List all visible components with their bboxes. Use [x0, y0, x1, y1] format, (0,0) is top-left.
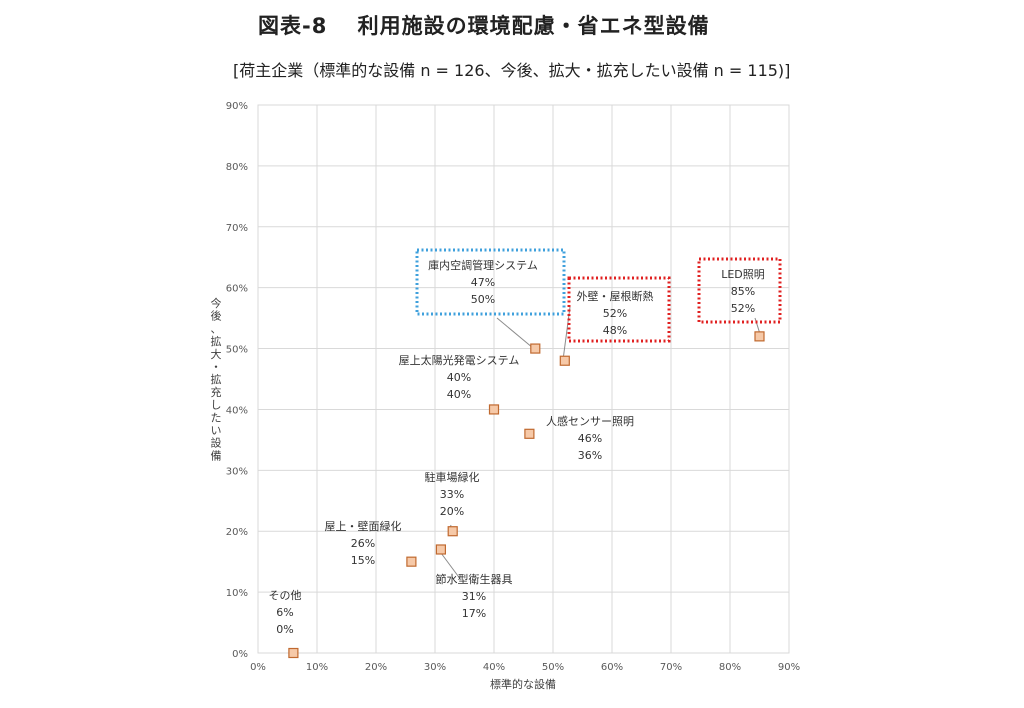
y-tick-label: 20%	[226, 527, 248, 538]
y-tick-labels: 0% 10% 20% 30% 40% 50% 60% 70% 80% 90%	[226, 101, 248, 660]
y-tick-label: 10%	[226, 588, 248, 599]
x-tick-label: 60%	[601, 662, 623, 673]
y-tick-label: 80%	[226, 162, 248, 173]
x-tick-label: 20%	[365, 662, 387, 673]
data-point-marker	[530, 343, 541, 354]
point-y-value-label: 0%	[276, 623, 293, 636]
point-name-label: LED照明	[721, 268, 765, 281]
point-y-value-label: 40%	[447, 388, 471, 401]
gridlines	[257, 104, 790, 654]
x-tick-label: 10%	[306, 662, 328, 673]
y-tick-label: 40%	[226, 405, 248, 416]
point-name-label: 庫内空調管理システム	[428, 258, 538, 272]
point-x-value-label: 52%	[603, 307, 627, 320]
highlight-box	[697, 257, 782, 324]
point-x-value-label: 26%	[351, 537, 375, 550]
data-labels: その他 6% 0% 屋上・壁面緑化 26% 15% 節水型衛生器具 31% 17% 駐車場緑化 33…	[269, 258, 765, 636]
y-tick-label: 70%	[226, 223, 248, 234]
point-x-value-label: 31%	[462, 590, 486, 603]
chart-subtitle: [荷主企業（標準的な設備 n = 126、今後、拡大・拡充したい設備 n = 1…	[233, 61, 791, 80]
y-tick-label: 30%	[226, 466, 248, 477]
data-point-marker	[559, 355, 570, 366]
x-tick-label: 80%	[719, 662, 741, 673]
data-point-marker	[406, 556, 417, 567]
x-tick-label: 90%	[778, 662, 800, 673]
point-y-value-label: 17%	[462, 607, 486, 620]
highlight-box	[415, 248, 566, 316]
data-points	[288, 331, 765, 659]
x-tick-label: 50%	[542, 662, 564, 673]
leader-line	[440, 552, 462, 581]
x-tick-labels: 0% 10% 20% 30% 40% 50% 60% 70% 80% 90%	[250, 662, 800, 673]
data-point-marker	[288, 647, 299, 659]
leader-line	[496, 317, 534, 349]
point-x-value-label: 46%	[578, 432, 602, 445]
x-tick-label: 30%	[424, 662, 446, 673]
highlight-boxes	[415, 248, 782, 343]
point-y-value-label: 50%	[471, 293, 495, 306]
data-point-marker	[447, 526, 458, 537]
point-x-value-label: 33%	[440, 488, 464, 501]
y-tick-label: 0%	[232, 649, 248, 660]
point-y-value-label: 20%	[440, 505, 464, 518]
x-tick-label: 40%	[483, 662, 505, 673]
y-tick-label: 50%	[226, 345, 248, 356]
point-name-label: 屋上・壁面緑化	[325, 519, 402, 533]
point-name-label: その他	[269, 589, 302, 602]
point-x-value-label: 6%	[276, 606, 293, 619]
data-point-marker	[754, 331, 765, 342]
point-name-label: 駐車場緑化	[425, 470, 480, 484]
point-y-value-label: 15%	[351, 554, 375, 567]
point-y-value-label: 52%	[731, 302, 755, 315]
point-name-label: 節水型衛生器具	[436, 572, 513, 586]
y-axis-title: 今後、拡大・拡充したい設備	[211, 296, 222, 462]
point-name-label: 外壁・屋根断熱	[577, 289, 654, 303]
x-axis-title: 標準的な設備	[490, 677, 556, 691]
chart-title: 図表-8 利用施設の環境配慮・省エネ型設備	[258, 14, 710, 38]
highlight-box	[567, 276, 671, 343]
point-y-value-label: 48%	[603, 324, 627, 337]
data-point-marker	[435, 544, 446, 555]
point-x-value-label: 85%	[731, 285, 755, 298]
point-x-value-label: 47%	[471, 276, 495, 289]
data-point-marker	[488, 404, 500, 415]
y-tick-label: 90%	[226, 101, 248, 112]
x-tick-label: 70%	[660, 662, 682, 673]
point-x-value-label: 40%	[447, 371, 471, 384]
plot-area	[257, 104, 790, 654]
data-point-marker	[524, 428, 535, 439]
point-name-label: 屋上太陽光発電システム	[399, 353, 520, 367]
x-tick-label: 0%	[250, 662, 266, 673]
y-tick-label: 60%	[226, 284, 248, 295]
point-name-label: 人感センサー照明	[546, 415, 634, 428]
point-y-value-label: 36%	[578, 449, 602, 462]
